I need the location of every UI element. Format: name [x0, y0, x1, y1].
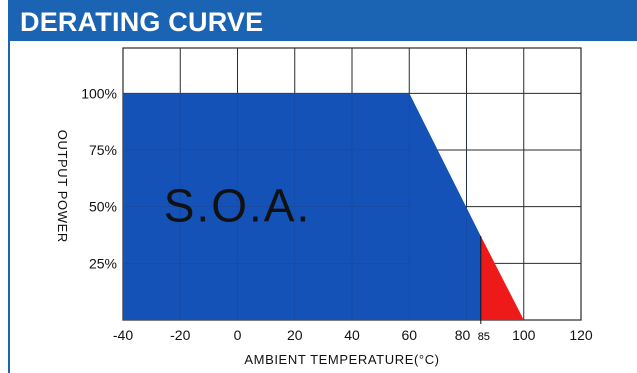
y-tick-label: 75% — [89, 142, 117, 158]
y-tick-label: 50% — [89, 199, 117, 215]
chart-title: DERATING CURVE — [20, 7, 264, 37]
x-tick-label: 120 — [569, 327, 593, 343]
x-tick-label: 40 — [344, 327, 360, 343]
x-tick-label: 20 — [287, 327, 303, 343]
x-tick-label: 0 — [234, 327, 242, 343]
x-tick-labels: -40 -20 0 20 40 60 80 100 120 85 — [113, 327, 593, 343]
area-series-1 — [480, 236, 524, 320]
y-tick-label: 100% — [81, 85, 117, 101]
chart-header: DERATING CURVE — [8, 0, 637, 41]
soa-annotation: S.O.A. — [164, 180, 311, 232]
y-axis-label: OUTPUT POWER — [55, 130, 70, 243]
plot-areas — [123, 93, 525, 324]
x-tick-label: -40 — [113, 327, 133, 343]
x-tick-label: 60 — [401, 327, 417, 343]
x-axis-label: AMBIENT TEMPERATURE(°C) — [244, 352, 439, 367]
x-tick-label: -20 — [170, 327, 190, 343]
x-tick-label-85: 85 — [478, 331, 490, 343]
x-tick-label: 100 — [512, 327, 536, 343]
x-tick-label: 80 — [455, 327, 471, 343]
y-tick-label: 25% — [89, 255, 117, 271]
y-tick-labels: 25% 50% 75% 100% — [81, 85, 117, 271]
